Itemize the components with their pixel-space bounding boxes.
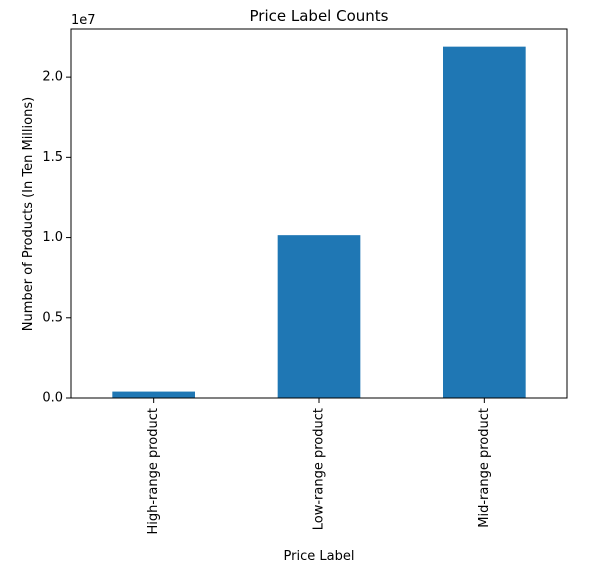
y-axis-offset-label: 1e7 — [71, 13, 96, 28]
y-tick-label: 0.0 — [42, 391, 63, 406]
y-tick-label: 1.5 — [42, 150, 63, 165]
y-axis-label: Number of Products (In Ten Millions) — [21, 97, 36, 331]
bar-high-range-product — [112, 392, 195, 398]
y-tick-label: 1.0 — [42, 230, 63, 245]
x-tick-label: Low-range product — [312, 408, 327, 530]
chart-title: Price Label Counts — [250, 7, 389, 25]
y-tick-label: 0.5 — [42, 310, 63, 325]
bar-mid-range-product — [443, 47, 526, 398]
y-tick-label: 2.0 — [42, 70, 63, 85]
bar-low-range-product — [278, 235, 361, 398]
x-tick-label: Mid-range product — [477, 408, 492, 528]
x-axis-label: Price Label — [284, 549, 355, 564]
x-tick-label: High-range product — [146, 408, 161, 535]
